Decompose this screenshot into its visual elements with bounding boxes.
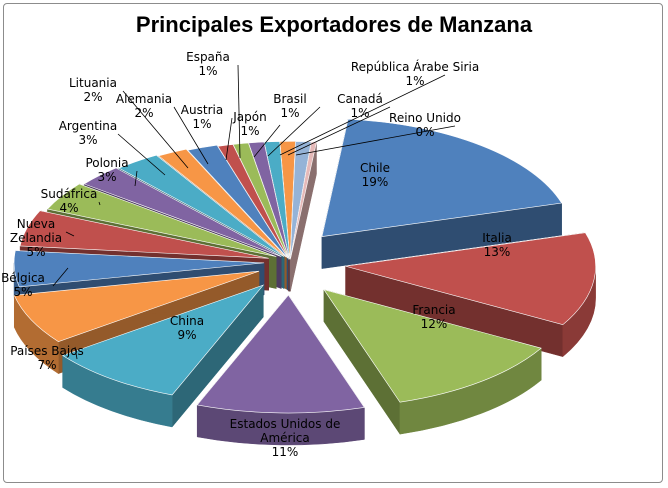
leader-line	[225, 117, 233, 161]
data-label: Nueva Zelandia 5%	[10, 217, 62, 259]
pie-slice-top	[345, 232, 596, 326]
data-label: Japón 1%	[232, 110, 266, 138]
leader-line	[117, 133, 166, 176]
pie-labels: Chile 19% Italia 13% Francia 12% Estados Unido…	[1, 50, 512, 459]
leader-line	[287, 106, 391, 156]
pie-slice-top	[323, 289, 542, 403]
data-label: Reino Unido 0%	[389, 111, 461, 139]
data-label: Sudáfrica 4%	[41, 187, 98, 215]
pie-slice-top	[46, 183, 277, 257]
pie-slice-4	[62, 284, 265, 428]
data-label: Austria 1%	[181, 103, 223, 131]
data-label: Francia 12%	[412, 303, 455, 331]
data-label: Estados Unidos de América 11%	[230, 417, 341, 459]
leader-line	[279, 74, 446, 156]
data-label: China 9%	[170, 314, 204, 342]
data-label: Argentina 3%	[59, 119, 118, 147]
leader-line	[237, 64, 241, 159]
data-label: Canadá 1%	[337, 92, 383, 120]
data-label: Alemania 2%	[116, 92, 172, 120]
pie-slice-top	[187, 144, 289, 259]
pie-slice-top	[13, 270, 260, 342]
chart-title: Principales Exportadores de Manzana	[135, 12, 533, 37]
leader-line	[52, 267, 69, 287]
pie-slice-19	[290, 141, 317, 292]
data-label: Bélgica 5%	[1, 271, 45, 299]
data-label: Polonia 3%	[85, 156, 128, 184]
data-label: España 1%	[186, 50, 230, 78]
leader-line	[65, 231, 75, 237]
pie-slice-2	[323, 288, 542, 435]
pie-slice-top	[196, 294, 365, 414]
leader-line	[253, 124, 281, 158]
pie-slice-3	[196, 294, 365, 446]
pie-slice-top	[83, 167, 282, 257]
pie-slice-top	[321, 118, 563, 237]
leader-line	[122, 90, 189, 169]
data-label: Lituania 2%	[69, 76, 117, 104]
data-label: Brasil 1%	[273, 92, 306, 120]
pie-slices	[13, 118, 596, 446]
pie-slice-0	[321, 118, 563, 269]
pie-slice-top	[13, 250, 265, 288]
data-label: Italia 13%	[482, 231, 512, 259]
leader-line	[267, 106, 321, 157]
data-label: República Árabe Siria 1%	[351, 59, 479, 88]
pie-slice-top	[62, 284, 265, 396]
pie-slice-top	[19, 210, 269, 259]
leader-line	[134, 170, 138, 187]
leader-line	[74, 346, 78, 360]
pie-slice-1	[345, 232, 596, 358]
leader-line	[98, 201, 101, 206]
leader-line	[173, 106, 209, 165]
data-label: Chile 19%	[360, 161, 390, 189]
data-label: Países Bajos 7%	[10, 344, 84, 372]
pie-slice-top	[118, 154, 285, 257]
leader-line	[295, 125, 456, 156]
pie-slice-top	[157, 148, 287, 258]
